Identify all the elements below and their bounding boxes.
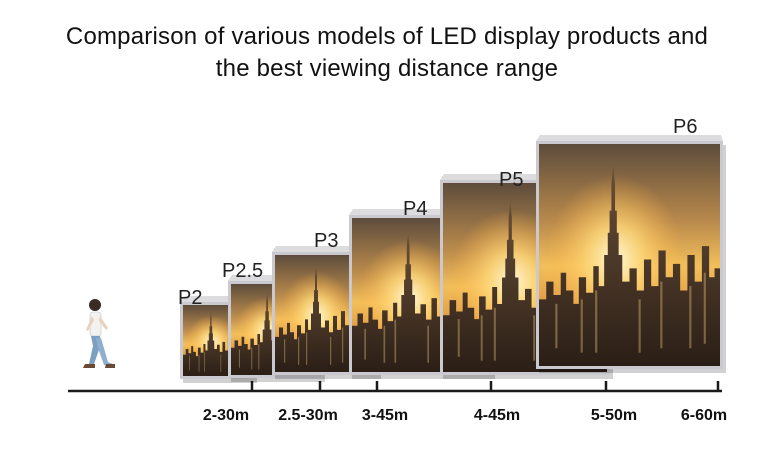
distance-label-p2-5: 2.5-30m <box>278 407 338 424</box>
model-label-p2: P2 <box>178 287 202 309</box>
distance-label-p2: 2-30m <box>203 407 249 424</box>
model-label-p5: P5 <box>499 169 523 191</box>
walking-man-icon <box>83 299 115 368</box>
model-label-p3: P3 <box>314 230 338 252</box>
model-labels: P2 P2.5 P3 P4 P5 P6 <box>178 116 697 309</box>
model-label-p6: P6 <box>673 116 697 138</box>
model-label-p2-5: P2.5 <box>222 260 263 282</box>
distance-labels: 2-30m 2.5-30m 3-45m 4-45m 5-50m 6-60m <box>203 407 727 424</box>
title-line-2: the best viewing distance range <box>215 55 559 82</box>
title-line-1: Comparison of various models of LED disp… <box>65 23 709 50</box>
distance-ticks <box>250 381 720 391</box>
distance-label-p6: 6-60m <box>681 407 727 424</box>
screen-p6 <box>536 135 726 373</box>
distance-label-p5: 5-50m <box>591 407 637 424</box>
distance-label-p4: 4-45m <box>474 407 520 424</box>
distance-label-p3: 3-45m <box>362 407 408 424</box>
model-label-p4: P4 <box>403 198 427 220</box>
led-screens <box>180 135 726 383</box>
